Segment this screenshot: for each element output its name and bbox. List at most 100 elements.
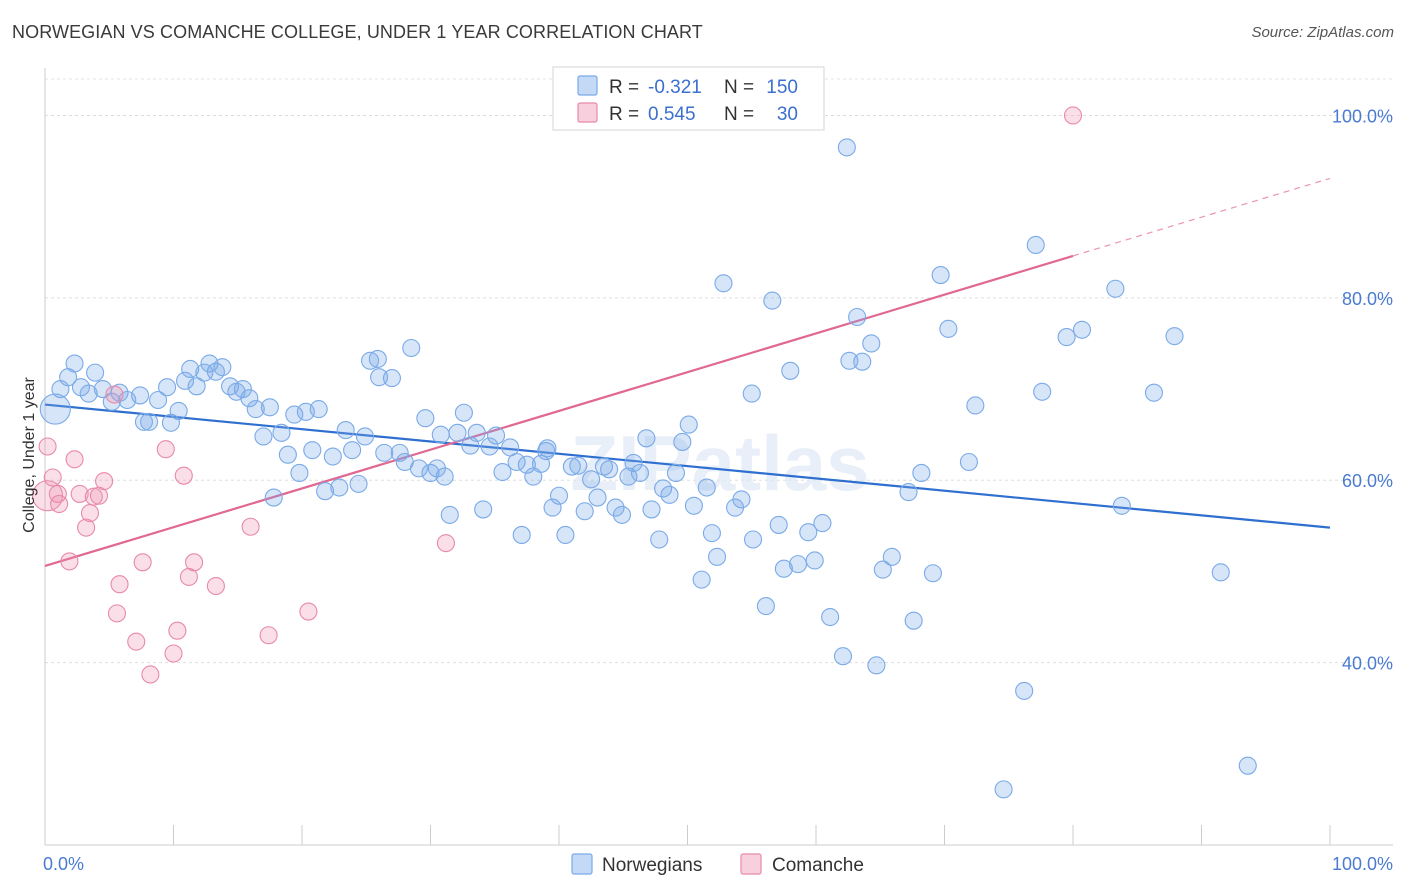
- point-norwegians: [867, 656, 886, 675]
- point-norwegians: [853, 352, 872, 371]
- bottom-legend-swatch-comanche: [740, 853, 762, 875]
- point-norwegians: [582, 470, 601, 489]
- chart-title: NORWEGIAN VS COMANCHE COLLEGE, UNDER 1 Y…: [12, 22, 703, 42]
- point-norwegians: [537, 442, 556, 461]
- point-norwegians: [684, 496, 703, 515]
- point-norwegians: [309, 400, 328, 419]
- point-norwegians: [1211, 563, 1230, 582]
- point-norwegians: [1015, 681, 1034, 700]
- point-norwegians: [278, 445, 297, 464]
- trend-lines: [44, 177, 1331, 568]
- point-norwegians: [679, 415, 698, 434]
- point-comanche: [168, 621, 187, 640]
- point-comanche: [43, 468, 62, 487]
- point-norwegians: [939, 319, 958, 338]
- point-norwegians: [1112, 496, 1131, 515]
- point-norwegians: [435, 467, 454, 486]
- point-norwegians: [368, 349, 387, 369]
- point-norwegians: [176, 371, 195, 390]
- point-norwegians: [763, 291, 782, 310]
- point-norwegians: [600, 460, 619, 479]
- point-norwegians: [837, 138, 856, 157]
- point-norwegians: [448, 423, 467, 442]
- point-norwegians: [799, 523, 818, 542]
- point-norwegians: [931, 266, 950, 285]
- point-comanche: [174, 466, 193, 485]
- point-norwegians: [1072, 320, 1092, 339]
- point-norwegians: [285, 405, 304, 424]
- point-norwegians: [187, 377, 206, 396]
- trend-line-comanche-extension: [1072, 177, 1331, 257]
- point-norwegians: [254, 427, 273, 446]
- point-norwegians: [272, 423, 291, 442]
- point-comanche: [77, 518, 96, 537]
- point-norwegians: [421, 463, 440, 482]
- point-norwegians: [637, 429, 656, 448]
- point-norwegians: [882, 547, 901, 566]
- point-norwegians: [370, 368, 389, 387]
- y-tick-label: 80.0%: [1342, 289, 1393, 309]
- point-norwegians: [904, 611, 923, 630]
- point-norwegians: [260, 398, 279, 417]
- point-norwegians: [264, 488, 283, 507]
- point-comanche: [105, 385, 124, 404]
- point-comanche: [110, 575, 129, 594]
- point-norwegians: [708, 547, 727, 566]
- point-norwegians: [813, 514, 832, 533]
- point-norwegians: [606, 498, 625, 517]
- point-norwegians: [821, 607, 840, 627]
- legend-r-value-1: -0.321: [648, 77, 702, 98]
- point-norwegians: [654, 479, 673, 498]
- point-comanche: [156, 440, 175, 459]
- y-tick-label: 40.0%: [1342, 654, 1393, 674]
- point-comanche: [127, 632, 146, 651]
- point-norwegians: [134, 412, 153, 431]
- point-norwegians: [131, 386, 150, 405]
- point-norwegians: [840, 351, 859, 370]
- point-norwegians: [774, 559, 793, 578]
- point-norwegians: [336, 421, 355, 440]
- point-norwegians: [833, 647, 853, 666]
- point-comanche: [436, 534, 455, 553]
- point-comanche: [241, 517, 260, 536]
- point-comanche: [185, 553, 204, 572]
- watermark: ZIPatlas: [570, 419, 869, 507]
- point-norwegians: [994, 780, 1013, 799]
- point-norwegians: [923, 564, 942, 583]
- point-norwegians: [673, 432, 692, 451]
- point-norwegians: [1165, 327, 1184, 346]
- trend-line-comanche: [44, 254, 1074, 568]
- point-comanche: [60, 552, 79, 571]
- point-norwegians: [213, 358, 232, 377]
- point-norwegians: [1033, 382, 1052, 401]
- point-comanche: [259, 626, 278, 645]
- point-norwegians: [714, 274, 733, 293]
- point-norwegians: [732, 490, 751, 509]
- point-norwegians: [1026, 235, 1045, 255]
- point-norwegians: [912, 463, 931, 482]
- point-comanche: [133, 553, 152, 572]
- point-norwegians: [1106, 279, 1125, 298]
- point-norwegians: [233, 379, 252, 399]
- legend-r-label-1: R =: [609, 77, 639, 98]
- point-norwegians: [402, 338, 421, 358]
- bottom-legend-label-comanche: Comanche: [772, 855, 864, 876]
- point-norwegians: [149, 390, 168, 410]
- legend-box: R = -0.321 N = 150 R = 0.545 N = 30: [552, 66, 825, 131]
- point-norwegians: [575, 502, 594, 521]
- y-axis-label: College, Under 1 year: [21, 377, 38, 533]
- legend-n-value-2: 30: [777, 104, 798, 125]
- y-tick-label: 60.0%: [1342, 471, 1393, 491]
- point-norwegians: [181, 359, 200, 379]
- point-norwegians: [650, 530, 669, 549]
- point-norwegians: [697, 478, 716, 497]
- point-norwegians: [290, 463, 309, 482]
- point-norwegians: [1144, 383, 1164, 402]
- point-norwegians: [624, 453, 643, 472]
- point-norwegians: [660, 485, 679, 504]
- point-norwegians: [756, 597, 775, 616]
- point-comanche: [95, 472, 114, 491]
- point-norwegians: [158, 378, 177, 397]
- point-norwegians: [562, 457, 581, 476]
